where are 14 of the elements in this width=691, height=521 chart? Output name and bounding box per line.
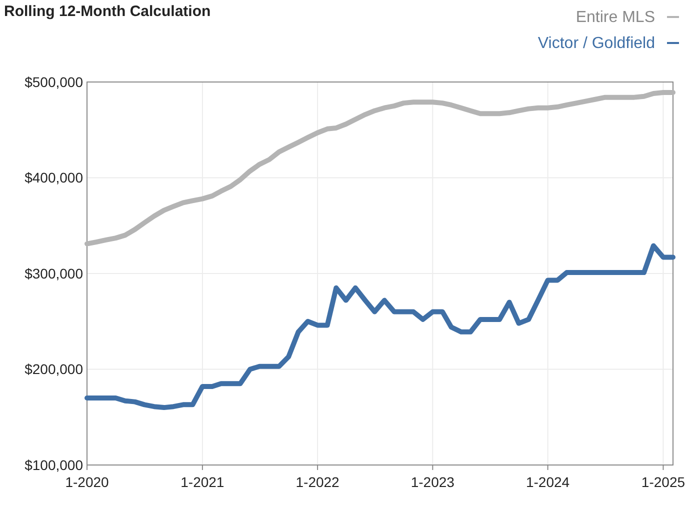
x-tick-label: 1-2024	[526, 474, 570, 490]
y-tick-label: $200,000	[24, 361, 84, 378]
chart-title: Rolling 12-Month Calculation	[4, 3, 211, 20]
y-tick-label: $300,000	[24, 265, 84, 282]
legend-label: Victor / Goldfield	[538, 35, 655, 52]
x-tick-label: 1-2025	[641, 474, 686, 490]
x-tick-label: 1-2021	[180, 474, 224, 490]
x-tick-label: 1-2020	[65, 474, 110, 490]
y-tick-label: $500,000	[24, 74, 84, 90]
legend-label: Entire MLS	[576, 9, 655, 26]
x-tick-label: 1-2023	[410, 474, 455, 490]
x-tick-label: 1-2022	[296, 474, 340, 490]
y-tick-label: $100,000	[24, 456, 84, 473]
y-tick-label: $400,000	[24, 170, 84, 186]
